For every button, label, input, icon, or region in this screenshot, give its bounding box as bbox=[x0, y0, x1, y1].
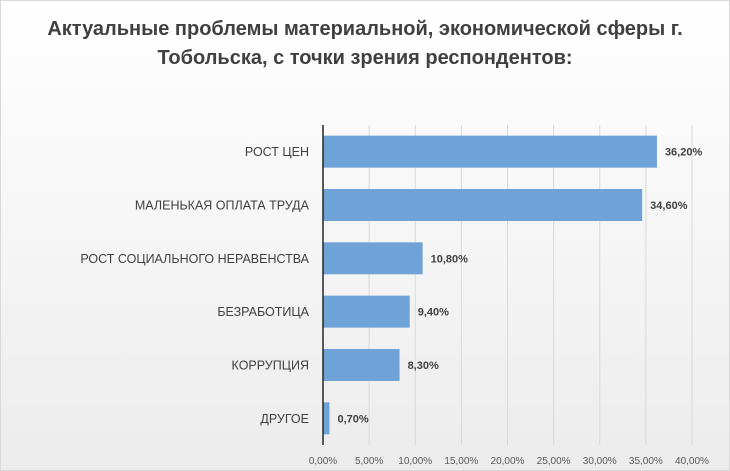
data-label: 0,70% bbox=[337, 413, 368, 425]
category-label: ДРУГОЕ bbox=[260, 412, 309, 426]
bar bbox=[323, 189, 643, 221]
category-label: КОРРУПЦИЯ bbox=[232, 359, 309, 373]
x-tick-label: 15,00% bbox=[444, 456, 478, 467]
category-label: МАЛЕНЬКАЯ ОПЛАТА ТРУДА bbox=[135, 199, 310, 213]
x-tick-label: 10,00% bbox=[398, 456, 432, 467]
x-tick-label: 5,00% bbox=[355, 456, 383, 467]
data-label: 34,60% bbox=[650, 200, 688, 212]
x-tick-label: 25,00% bbox=[537, 456, 571, 467]
bar bbox=[323, 242, 423, 275]
x-tick-label: 30,00% bbox=[583, 456, 617, 467]
bar bbox=[323, 349, 400, 381]
data-label: 8,30% bbox=[408, 360, 439, 372]
x-tick-label: 35,00% bbox=[629, 456, 663, 467]
x-tick-label: 20,00% bbox=[491, 456, 525, 467]
category-label: РОСТ СОЦИАЛЬНОГО НЕРАВЕНСТВА bbox=[80, 252, 309, 266]
chart-title: Актуальные проблемы материальной, эконом… bbox=[47, 18, 683, 69]
category-label: РОСТ ЦЕН bbox=[245, 145, 309, 159]
x-tick-label: 40,00% bbox=[675, 456, 709, 467]
data-label: 36,20% bbox=[665, 147, 703, 159]
data-label: 10,80% bbox=[431, 253, 469, 265]
bar bbox=[323, 295, 410, 328]
category-label: БЕЗРАБОТИЦА bbox=[217, 305, 309, 319]
bar bbox=[323, 135, 657, 168]
x-tick-label: 0,00% bbox=[309, 456, 337, 467]
data-label: 9,40% bbox=[418, 307, 449, 319]
bar bbox=[323, 402, 330, 435]
